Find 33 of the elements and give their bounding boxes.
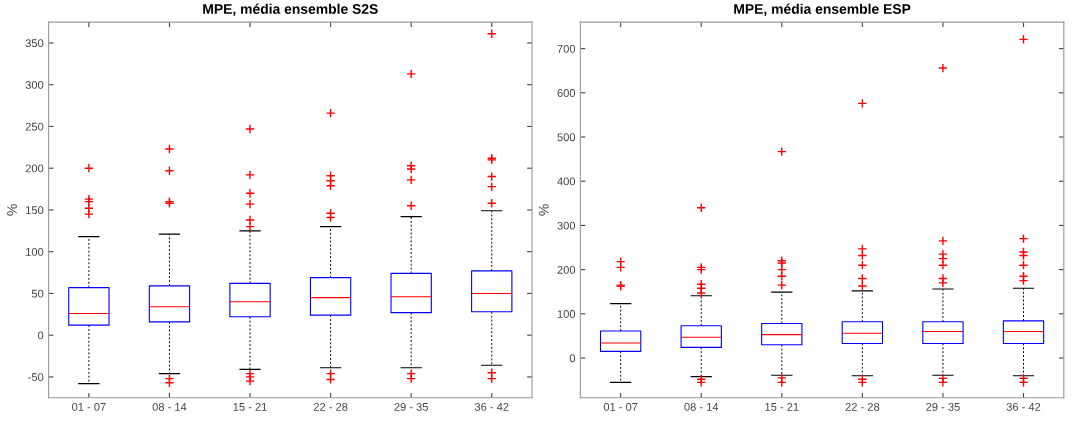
x-tick-label: 15 - 21 <box>765 402 799 411</box>
x-tick-label: 36 - 42 <box>474 402 509 411</box>
x-tick-label: 01 - 07 <box>603 402 638 411</box>
y-axis-title: % <box>538 204 549 216</box>
y-tick-label: 400 <box>557 177 576 186</box>
x-tick-label: 01 - 07 <box>72 402 106 411</box>
y-tick-label: 100 <box>26 247 44 256</box>
y-tick-label: 0 <box>569 354 576 363</box>
x-tick-label: 36 - 42 <box>1006 402 1041 411</box>
x-tick-label: 08 - 14 <box>684 402 719 411</box>
y-tick-label: 350 <box>25 39 44 48</box>
y-tick-label: 600 <box>557 89 576 97</box>
y-tick-label: 700 <box>557 44 576 53</box>
y-tick-label: 300 <box>557 221 576 230</box>
y-tick-label: -50 <box>28 373 44 382</box>
x-tick-label: 22 - 28 <box>313 402 348 411</box>
y-tick-label: 150 <box>26 206 44 215</box>
x-tick-label: 08 - 14 <box>152 402 187 411</box>
y-tick-label: 500 <box>557 133 576 142</box>
y-axis-title: % <box>7 204 17 216</box>
y-tick-label: 250 <box>25 122 44 131</box>
y-tick-label: 300 <box>25 80 44 89</box>
x-tick-label: 15 - 21 <box>233 402 267 411</box>
y-tick-label: 200 <box>557 265 576 274</box>
chart-title: MPE, média ensemble ESP <box>734 3 911 16</box>
x-tick-label: 29 - 35 <box>926 402 960 411</box>
x-tick-label: 22 - 28 <box>845 402 880 411</box>
y-tick-label: 0 <box>37 331 44 340</box>
y-tick-label: 50 <box>31 289 44 298</box>
x-tick-label: 29 - 35 <box>394 402 428 411</box>
chart-title: MPE, média ensemble S2S <box>203 3 378 16</box>
y-tick-label: 200 <box>25 164 44 173</box>
y-tick-label: 100 <box>557 310 576 318</box>
